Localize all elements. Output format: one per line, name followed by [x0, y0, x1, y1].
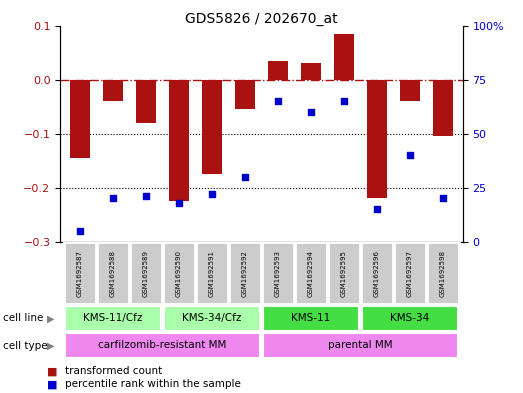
FancyBboxPatch shape — [361, 242, 393, 304]
Text: ■: ■ — [47, 379, 58, 389]
Text: GSM1692587: GSM1692587 — [77, 250, 83, 297]
Text: KMS-11: KMS-11 — [291, 313, 331, 323]
Point — [340, 98, 348, 104]
Text: ▶: ▶ — [48, 341, 55, 351]
Bar — [235, 79, 255, 109]
FancyBboxPatch shape — [163, 242, 195, 304]
FancyBboxPatch shape — [328, 242, 360, 304]
FancyBboxPatch shape — [427, 242, 459, 304]
Point — [241, 174, 249, 180]
Bar — [169, 79, 189, 201]
Bar — [367, 79, 387, 198]
Text: GSM1692595: GSM1692595 — [341, 250, 347, 297]
Point — [274, 98, 282, 104]
Text: GSM1692588: GSM1692588 — [110, 250, 116, 297]
FancyBboxPatch shape — [164, 306, 260, 331]
Bar — [136, 79, 156, 123]
FancyBboxPatch shape — [229, 242, 261, 304]
Text: GDS5826 / 202670_at: GDS5826 / 202670_at — [185, 12, 338, 26]
FancyBboxPatch shape — [196, 242, 228, 304]
Text: KMS-34/Cfz: KMS-34/Cfz — [183, 313, 242, 323]
Text: KMS-11/Cfz: KMS-11/Cfz — [83, 313, 143, 323]
Point — [208, 191, 216, 197]
Bar — [301, 63, 321, 79]
FancyBboxPatch shape — [263, 333, 458, 358]
Text: GSM1692597: GSM1692597 — [407, 250, 413, 297]
FancyBboxPatch shape — [65, 333, 260, 358]
Text: ▶: ▶ — [48, 313, 55, 323]
Text: GSM1692598: GSM1692598 — [440, 250, 446, 297]
Bar — [433, 79, 453, 136]
Text: transformed count: transformed count — [65, 366, 163, 376]
Point — [373, 206, 381, 212]
Point — [439, 195, 447, 202]
Point — [76, 228, 84, 234]
Bar — [334, 34, 354, 79]
Bar — [400, 79, 420, 101]
Text: GSM1692592: GSM1692592 — [242, 250, 248, 297]
Bar — [103, 79, 123, 101]
Text: cell type: cell type — [3, 341, 47, 351]
FancyBboxPatch shape — [263, 306, 359, 331]
Text: KMS-34: KMS-34 — [390, 313, 430, 323]
Text: ■: ■ — [47, 366, 58, 376]
Point — [175, 200, 183, 206]
FancyBboxPatch shape — [394, 242, 426, 304]
Point — [406, 152, 414, 158]
Text: GSM1692596: GSM1692596 — [374, 250, 380, 297]
FancyBboxPatch shape — [295, 242, 327, 304]
Bar — [268, 61, 288, 79]
FancyBboxPatch shape — [65, 306, 161, 331]
Text: GSM1692589: GSM1692589 — [143, 250, 149, 297]
Text: GSM1692594: GSM1692594 — [308, 250, 314, 297]
Bar — [70, 79, 90, 158]
Text: GSM1692590: GSM1692590 — [176, 250, 182, 297]
Text: GSM1692591: GSM1692591 — [209, 250, 215, 297]
FancyBboxPatch shape — [97, 242, 129, 304]
Point — [142, 193, 150, 199]
FancyBboxPatch shape — [130, 242, 162, 304]
Text: percentile rank within the sample: percentile rank within the sample — [65, 379, 241, 389]
FancyBboxPatch shape — [262, 242, 294, 304]
Point — [109, 195, 117, 202]
Text: GSM1692593: GSM1692593 — [275, 250, 281, 297]
FancyBboxPatch shape — [64, 242, 96, 304]
Text: cell line: cell line — [3, 313, 43, 323]
Bar — [202, 79, 222, 174]
FancyBboxPatch shape — [362, 306, 458, 331]
Point — [307, 109, 315, 115]
Text: carfilzomib-resistant MM: carfilzomib-resistant MM — [98, 340, 226, 350]
Text: parental MM: parental MM — [328, 340, 393, 350]
